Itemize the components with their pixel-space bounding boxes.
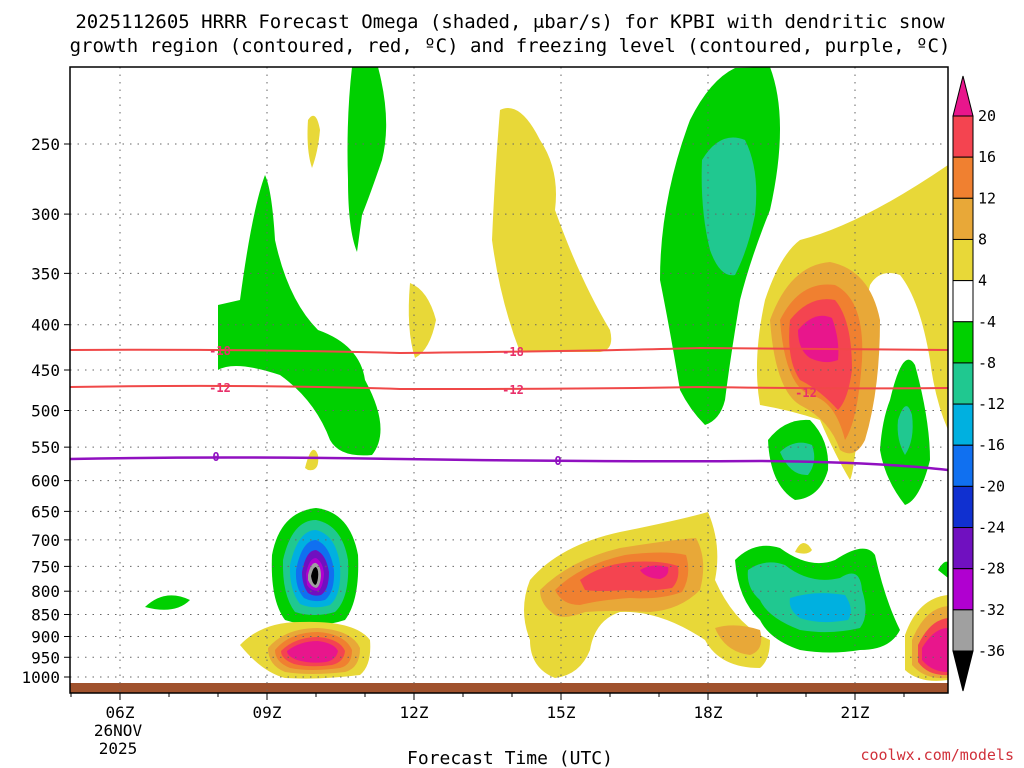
chart-title-line1: 2025112605 HRRR Forecast Omega (shaded, … xyxy=(75,11,945,33)
terrain-band xyxy=(70,683,948,693)
x-axis-title: Forecast Time (UTC) xyxy=(407,748,613,768)
omega-region xyxy=(780,442,815,476)
x-axis: 06Z 09Z 12Z 15Z 18Z 21Z xyxy=(70,693,905,722)
colorbar-label: -16 xyxy=(978,436,1005,454)
contour-minus12 xyxy=(70,384,948,391)
colorbar-swatch xyxy=(952,444,974,487)
contour-label-freezing: 0 xyxy=(212,450,219,464)
colorbar-swatch xyxy=(952,156,974,199)
colorbar-label: -12 xyxy=(978,395,1005,413)
omega-region xyxy=(218,175,381,456)
omega-region xyxy=(897,406,913,455)
omega-region xyxy=(715,625,762,655)
colorbar-label: -8 xyxy=(978,354,996,372)
omega-region xyxy=(701,137,757,276)
omega-region xyxy=(408,283,436,358)
colorbar-swatch xyxy=(952,362,974,405)
contours xyxy=(70,346,948,472)
colorbar-swatch xyxy=(952,527,974,570)
contour-label-minus12b: -12 xyxy=(502,383,524,397)
colorbar-label: -36 xyxy=(978,642,1005,660)
contour-minus18 xyxy=(70,346,948,355)
omega-region xyxy=(305,449,319,471)
x-tick-label: 06Z xyxy=(106,703,135,722)
y-tick-label: 350 xyxy=(31,264,60,283)
y-tick-label: 600 xyxy=(31,472,60,491)
y-tick-label: 900 xyxy=(31,627,60,646)
omega-region xyxy=(145,595,190,610)
y-axis: 250 300 350 400 450 500 550 600 650 700 750 800 850 9… xyxy=(21,135,70,687)
colorbar-swatch xyxy=(952,609,974,652)
colorbar-swatch xyxy=(952,197,974,240)
y-tick-label: 500 xyxy=(31,402,60,421)
x-tick-label: 15Z xyxy=(547,703,576,722)
contour-label-minus18b: -18 xyxy=(502,345,524,359)
contour-label-minus12: -12 xyxy=(209,381,231,395)
omega-region xyxy=(795,542,812,554)
chart-title-line2: growth region (contoured, red, ºC) and f… xyxy=(70,35,951,57)
omega-region xyxy=(798,315,839,363)
colorbar-label: -4 xyxy=(978,313,996,331)
y-tick-label: 400 xyxy=(31,316,60,335)
colorbar-label: -28 xyxy=(978,560,1005,578)
y-tick-label: 1000 xyxy=(21,668,60,687)
omega-region xyxy=(307,115,320,168)
date-label-year: 2025 xyxy=(99,739,138,758)
date-label-day: 26NOV xyxy=(94,721,143,740)
y-tick-label: 300 xyxy=(31,205,60,224)
y-tick-label: 700 xyxy=(31,531,60,550)
colorbar-swatch xyxy=(952,321,974,364)
x-tick-label: 21Z xyxy=(841,703,870,722)
colorbar-label: 20 xyxy=(978,107,996,125)
colorbar-label: -20 xyxy=(978,477,1005,495)
x-tick-label: 18Z xyxy=(694,703,723,722)
omega-region xyxy=(938,561,948,578)
colorbar-swatch xyxy=(952,280,974,323)
y-tick-label: 450 xyxy=(31,361,60,380)
colorbar-top-arrow xyxy=(952,75,974,117)
omega-region xyxy=(640,565,669,579)
colorbar-label: 4 xyxy=(978,272,987,290)
colorbar-label: 12 xyxy=(978,189,996,207)
y-tick-label: 800 xyxy=(31,582,60,601)
colorbar-swatch xyxy=(952,238,974,282)
colorbar-swatch xyxy=(952,403,974,446)
colorbar-label: 8 xyxy=(978,230,987,248)
contour-label-minus12c: -12 xyxy=(795,386,817,400)
colorbar-label: 16 xyxy=(978,148,996,166)
colorbar-label: -32 xyxy=(978,601,1005,619)
x-tick-label: 09Z xyxy=(253,703,282,722)
x-tick-label: 12Z xyxy=(400,703,429,722)
y-tick-label: 750 xyxy=(31,557,60,576)
contour-labels: -18 -18 -12 -12 -12 0 0 xyxy=(209,344,817,468)
y-tick-label: 250 xyxy=(31,135,60,154)
omega-region xyxy=(347,67,387,252)
y-tick-label: 950 xyxy=(31,648,60,667)
contour-label-freezing-b: 0 xyxy=(554,454,561,468)
colorbar: 20 16 12 8 4 -4 -8 -12 -16 -20 -24 -28 -32 -36 xyxy=(952,75,1005,692)
colorbar-swatch xyxy=(952,568,974,611)
colorbar-bottom-arrow xyxy=(952,650,974,692)
omega-region xyxy=(922,628,948,672)
colorbar-swatch xyxy=(952,485,974,529)
contour-freezing xyxy=(70,456,948,472)
omega-shading xyxy=(70,67,948,693)
colorbar-swatch xyxy=(952,115,974,158)
colorbar-label: -24 xyxy=(978,519,1005,537)
omega-region xyxy=(311,567,319,585)
y-tick-label: 550 xyxy=(31,438,60,457)
plot-frame xyxy=(69,66,949,694)
omega-region xyxy=(492,108,612,352)
y-tick-label: 850 xyxy=(31,606,60,625)
credit-link: coolwx.com/models xyxy=(860,746,1014,764)
y-tick-label: 650 xyxy=(31,502,60,521)
contour-label-minus18: -18 xyxy=(209,344,231,358)
